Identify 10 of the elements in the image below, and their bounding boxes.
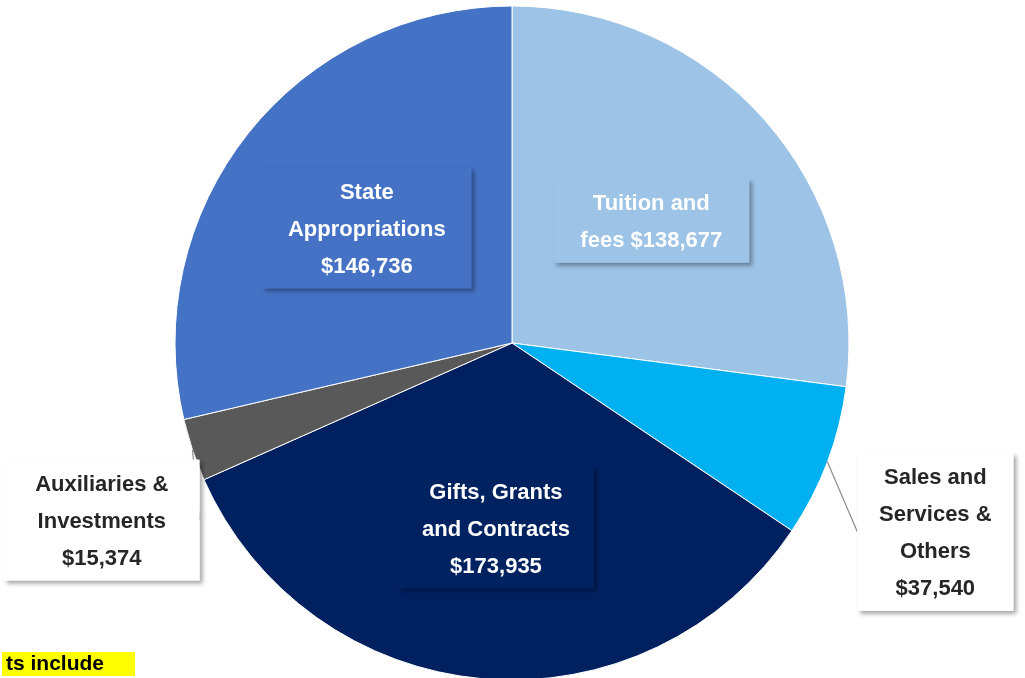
slice-label: Auxiliaries & Investments	[35, 471, 169, 534]
text: ts include	[6, 651, 105, 674]
data-label: $173,935	[450, 552, 542, 578]
slice-label: Tuition and fees $138,677	[580, 190, 723, 253]
slice-label: State Appropriations	[287, 178, 446, 241]
slice-label: Gifts, Grants and Contracts	[422, 478, 570, 541]
data-label: $146,736	[320, 252, 413, 278]
data-label: $37,540	[895, 575, 976, 601]
slice-label: Sales and Services & Others	[879, 464, 992, 564]
data-label: $15,374	[62, 545, 143, 571]
